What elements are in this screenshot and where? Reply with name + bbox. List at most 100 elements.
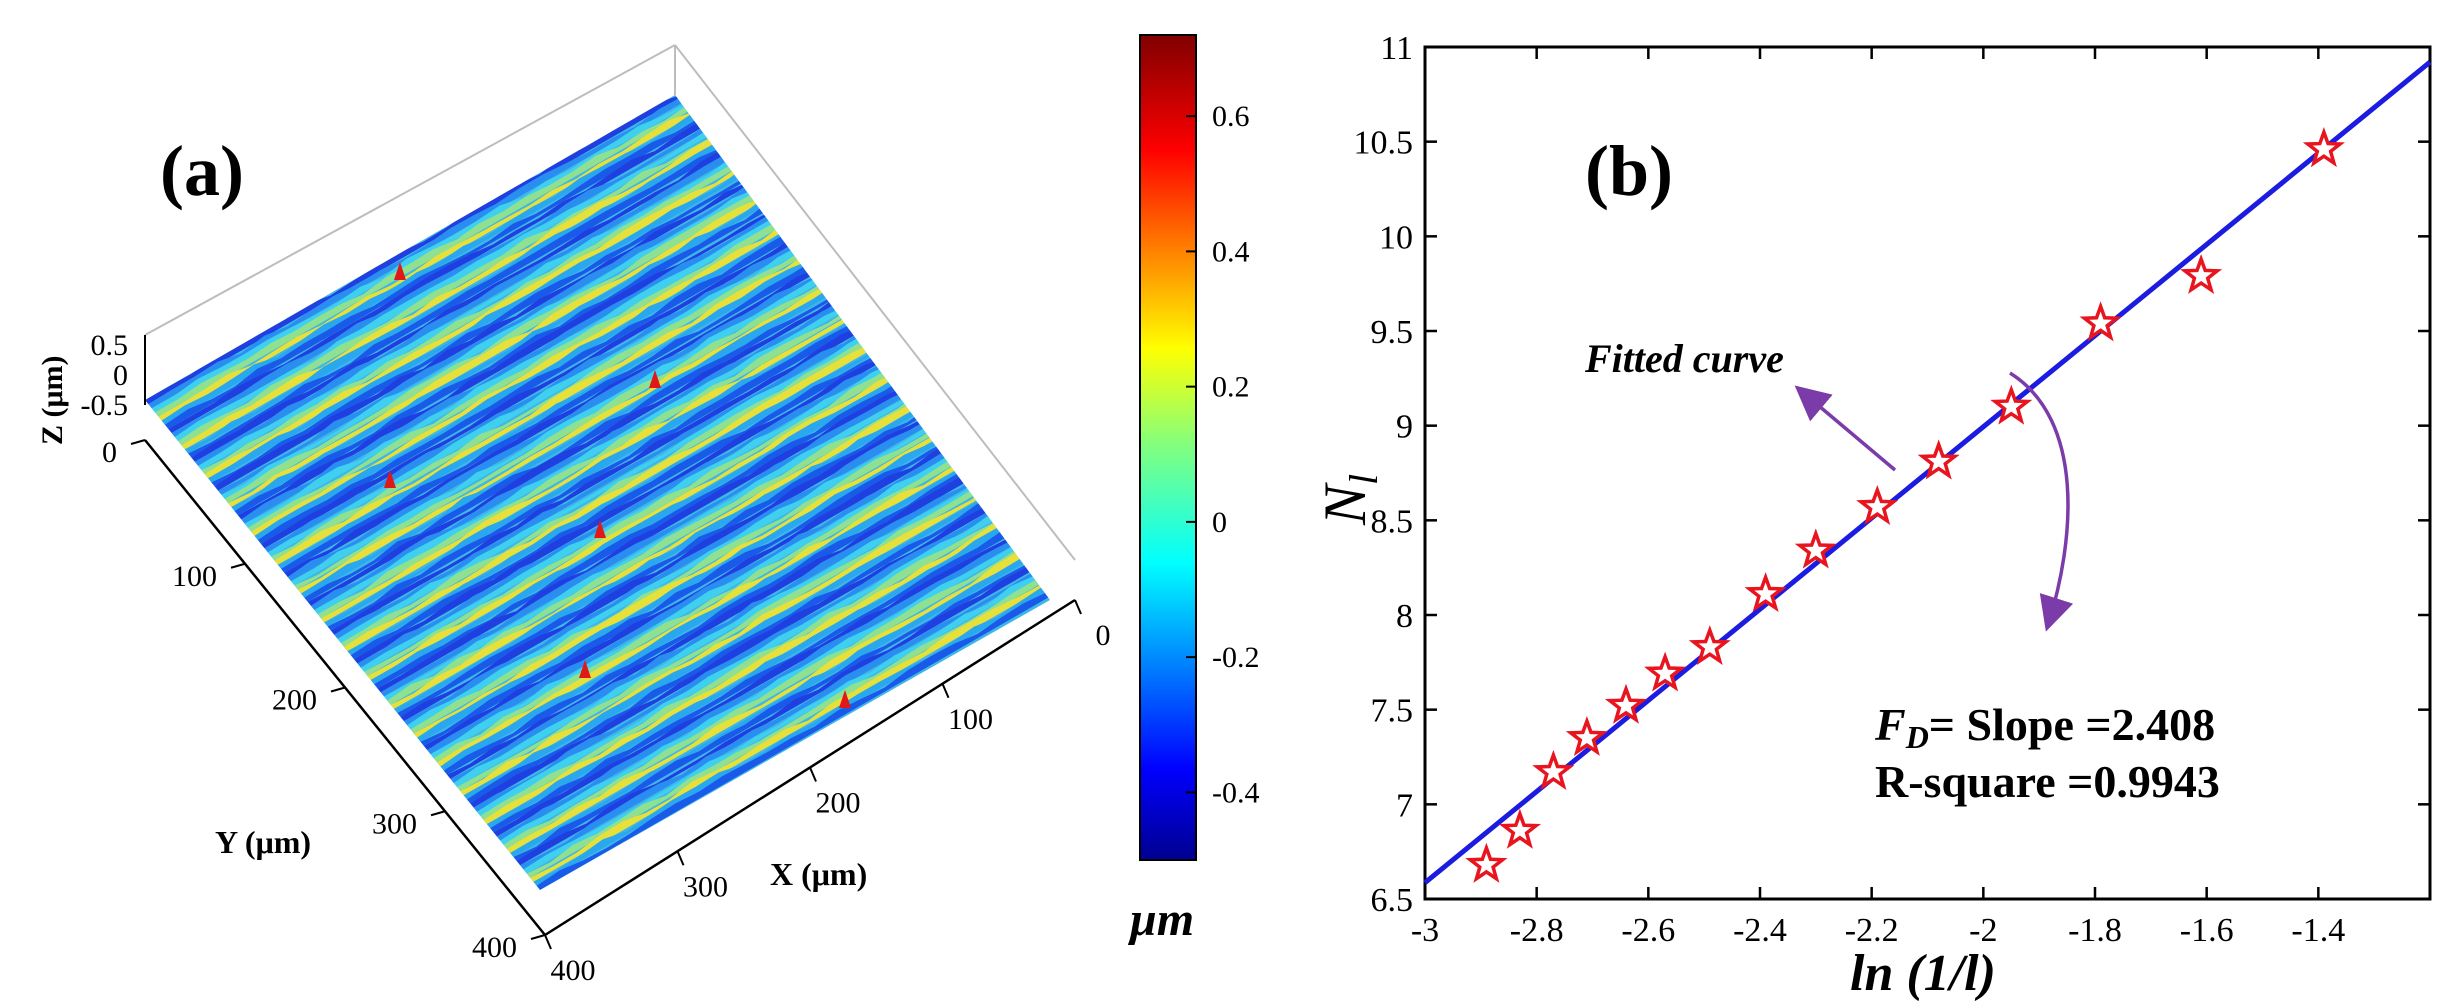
ridge-band: [490, 292, 1050, 833]
y-tick-mark: [530, 934, 546, 940]
y-axis-label: Y (μm): [215, 824, 311, 860]
ridge-band: [188, 95, 1050, 458]
x-axis-label: X (μm): [770, 856, 867, 892]
star-point: [1794, 528, 1837, 569]
star-point: [1856, 485, 1899, 525]
y-tick-label-b: 6.5: [1371, 882, 1414, 919]
z-tick-labels: 0.50-0.5: [81, 329, 129, 422]
x-tick-mark: [809, 767, 817, 782]
star-point: [1498, 808, 1541, 849]
ridge-band: [181, 95, 1050, 450]
x-tick-label-b: -2.8: [1510, 912, 1564, 949]
ridge-band: [423, 212, 1050, 750]
x-tick-mark: [676, 850, 685, 866]
ridge-band: [383, 160, 1050, 701]
ridge-band: [530, 342, 1050, 882]
ridge-band: [403, 189, 1050, 726]
ridge-band: [194, 95, 1050, 466]
panel-b-axes-ticks: -3 -2.8 -2.6 -2.4 -2.2 -2 -1.8 -1.6 -1.4 6.5 7 7.5 8…: [1354, 30, 2430, 949]
fd-subscript: D: [1905, 719, 1929, 755]
x-tick-mark: [941, 683, 950, 699]
ridge-band: [500, 309, 1050, 845]
y-tick-mark: [230, 562, 246, 569]
ridge-band: [457, 255, 1050, 792]
z-tick-label: 0.5: [91, 329, 129, 362]
ridge-band: [171, 95, 1050, 438]
ridge-band: [168, 95, 1050, 433]
y-tick-label-b: 10.5: [1354, 125, 1414, 162]
ridge-band: [427, 215, 1050, 755]
x-tick-label-b: -1.6: [2180, 912, 2234, 949]
surface-spike: [839, 690, 851, 708]
y-tick-mark: [130, 439, 146, 445]
panel-b: -3 -2.8 -2.6 -2.4 -2.2 -2 -1.8 -1.6 -1.4 6.5 7 7.5 8…: [1312, 30, 2432, 1002]
ridge-band: [480, 284, 1050, 820]
ridge-band: [513, 320, 1050, 862]
ridge-band: [380, 157, 1050, 697]
r-square-annotation: R-square =0.9943: [1875, 756, 2220, 807]
data-points: [1465, 127, 2345, 883]
ridge-band: [218, 95, 1050, 495]
ridge-band: [367, 143, 1050, 680]
ridge-band: [370, 145, 1050, 685]
y-tick-labels: 0 100 200 300 400: [102, 436, 546, 964]
ridge-band: [526, 338, 1050, 878]
colorbar-ticks: 0.6 0.4 0.2 0 -0.2 -0.4: [1186, 100, 1260, 809]
surface-spike: [594, 520, 606, 538]
ridge-band: [486, 292, 1050, 829]
plot-frame: [1423, 45, 2432, 901]
ridge-band: [470, 268, 1050, 808]
ridge-band: [483, 288, 1050, 825]
x-tick-label-b: -2.2: [1845, 912, 1899, 949]
ridge-band: [510, 320, 1050, 858]
surface-spike: [579, 660, 591, 678]
x-tick-label-b: -2.6: [1621, 912, 1675, 949]
x-tick-labels: 0 100 200 300 400: [544, 599, 1111, 987]
star-point: [2180, 253, 2223, 294]
y-tick-label-b: 8: [1396, 598, 1413, 635]
y-tick-label-b: 7.5: [1371, 693, 1414, 730]
ridge-band: [466, 265, 1050, 804]
y-tick-label-b: 9.5: [1371, 314, 1414, 351]
star-point: [1990, 384, 2033, 425]
y-tick-label: 0: [102, 436, 117, 469]
z-tick-label: -0.5: [81, 389, 129, 422]
ridge-band: [357, 128, 1050, 668]
surface-spike: [384, 470, 396, 488]
ridge-band: [420, 205, 1050, 746]
ridge-band: [198, 95, 1050, 470]
y-tick-mark: [330, 686, 346, 693]
ridge-band: [221, 95, 1050, 499]
star-point: [1604, 683, 1648, 724]
x-tick-label-b: -1.4: [2291, 912, 2345, 949]
star-point: [1565, 715, 1608, 756]
y-tick-label-b: 9: [1396, 409, 1413, 446]
x-axis-label-b: ln (1/l): [1850, 945, 1996, 1002]
ridge-band: [158, 95, 1050, 421]
y-tick-mark: [430, 810, 446, 817]
star-point: [1688, 625, 1731, 666]
x-tick-label: 400: [551, 954, 596, 987]
surface-spike: [249, 290, 261, 308]
star-point: [1917, 439, 1960, 480]
y-axis-label-b: Nl: [1312, 474, 1386, 526]
ridge-band: [476, 276, 1050, 816]
ridge-band: [453, 248, 1050, 788]
star-point: [2302, 127, 2345, 168]
y-tick-label: 100: [172, 560, 217, 593]
surface-spike: [649, 370, 661, 388]
ridge-band: [184, 95, 1050, 454]
star-point: [1644, 651, 1687, 692]
colorbar-tick-label: -0.4: [1212, 776, 1260, 809]
ridge-band: [523, 333, 1050, 874]
colorbar-tick-label: 0.6: [1212, 100, 1250, 133]
ridge-band: [447, 242, 1050, 779]
fd-slope-text: = Slope =2.408: [1929, 699, 2215, 750]
y-tick-label-b: 10: [1379, 219, 1413, 256]
ridge-band: [407, 189, 1050, 730]
ridge-band: [516, 327, 1050, 866]
x-tick-label: 0: [1096, 619, 1111, 652]
curved-arrow: [2009, 371, 2074, 632]
colorbar-gradient: [1139, 34, 1197, 861]
